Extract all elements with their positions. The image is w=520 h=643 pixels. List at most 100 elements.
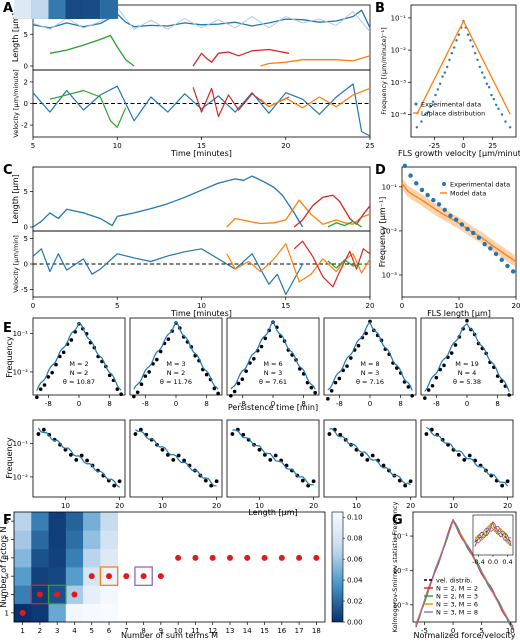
data-point [487, 86, 491, 89]
x-tick-label: 0 [451, 627, 455, 635]
heatmap-cell [14, 567, 32, 586]
force-velocity-axes [412, 511, 517, 623]
data-point [469, 39, 472, 42]
y-tick-label: 10⁻² [13, 368, 29, 376]
data-point [443, 71, 447, 74]
x-tick-label: 14 [243, 627, 252, 635]
data-point [483, 76, 486, 79]
data-point [257, 447, 262, 452]
x-tick-label: 17 [295, 627, 304, 635]
x-axis-label: FLS growth velocity [μm/minute] [398, 149, 520, 158]
theta-value-label: θ = 11.76 [160, 378, 192, 386]
velocity-series-line [293, 240, 371, 288]
x-tick-label: 16 [277, 627, 286, 635]
data-point [85, 458, 90, 463]
y-tick-label: 5 [24, 235, 28, 243]
data-point [252, 357, 256, 361]
legend-label: N = 3, M = 8 [436, 609, 478, 617]
data-point [465, 226, 470, 232]
data-point [448, 58, 451, 61]
theta-value-label: θ = 7.61 [259, 378, 287, 386]
length-frequency-label: Frequency [5, 437, 14, 479]
data-point [497, 107, 500, 110]
panel-label-B: B [375, 1, 385, 16]
velocity-series-line [49, 89, 127, 128]
x-tick-label: 15 [197, 142, 206, 150]
data-point [327, 432, 332, 436]
x-axis-label: Number of sum terms M [121, 631, 218, 640]
data-point [408, 479, 413, 484]
length-axis-label: Length [μm] [248, 508, 297, 517]
heatmap-cell [65, 0, 84, 19]
laplace-line [416, 20, 511, 115]
velocity-series-line [192, 87, 290, 118]
heatmap-cell [65, 530, 84, 549]
legend-label: Laplace distribution [421, 110, 485, 118]
length-series-line [293, 194, 371, 228]
data-point [426, 388, 431, 392]
data-point [158, 349, 163, 354]
x-tick-label: 0 [461, 142, 465, 150]
data-point [38, 387, 43, 392]
data-point [450, 51, 454, 55]
heatmap-cell [65, 512, 84, 531]
data-point [74, 457, 79, 462]
length-series-line [260, 55, 371, 67]
data-point [63, 447, 68, 452]
y-tick-label: 2 [24, 78, 28, 86]
data-point [112, 483, 117, 488]
heatmap-cell [31, 603, 49, 623]
x-tick-label: 5 [115, 302, 119, 310]
data-point [493, 251, 499, 257]
data-point [465, 318, 469, 323]
model-line [401, 182, 517, 263]
velocity-series-line [32, 248, 304, 296]
legend-label: N = 3, M = 6 [436, 601, 478, 609]
data-point [212, 386, 217, 391]
colorbar-tick-label: 0.08 [347, 535, 363, 543]
data-point [349, 356, 353, 360]
x-tick-label: 8 [204, 400, 208, 408]
x-tick-label: -8 [142, 400, 149, 408]
data-point [431, 197, 436, 203]
heatmap-cell [31, 0, 49, 19]
data-point [403, 483, 408, 488]
length-axes [226, 419, 320, 498]
data-point [68, 452, 73, 457]
theta-value-label: θ = 5.38 [453, 378, 481, 386]
m-value-label: M = 8 [360, 360, 379, 368]
data-point [488, 246, 493, 251]
x-tick-label: 5 [90, 627, 94, 635]
length-series-line [192, 48, 290, 67]
x-axis-label: Time [minutes] [170, 149, 232, 158]
data-point [480, 71, 484, 74]
legend-label: vel. distrib. [436, 577, 472, 585]
x-tick-label: 20 [406, 502, 415, 510]
x-tick-label: -8 [45, 400, 52, 408]
data-point [268, 457, 273, 462]
x-tick-label: 15 [281, 302, 290, 310]
y-tick-label: 10⁻² [13, 473, 29, 481]
n-value-label: N = 4 [458, 369, 477, 377]
y-tick-label: 10⁻¹ [13, 440, 29, 448]
data-point [455, 39, 458, 42]
x-tick-label: -8 [239, 400, 246, 408]
heatmap-cell [65, 603, 84, 623]
data-point [442, 363, 446, 368]
data-point [482, 241, 487, 247]
data-point [259, 344, 264, 349]
colorbar-tick-label: 0.10 [347, 514, 363, 522]
panel-label-G: G [392, 513, 403, 528]
y-tick-label: 5 [24, 31, 28, 39]
inset-tick-label: -0.4 [472, 558, 485, 566]
data-point [356, 343, 361, 348]
x-axis-label: Time [minutes] [170, 309, 232, 318]
n-value-label: N = 2 [167, 369, 186, 377]
x-tick-label: 5 [31, 142, 35, 150]
x-tick-label: 10 [158, 502, 167, 510]
x-tick-label: 20 [281, 142, 290, 150]
x-tick-label: 10 [197, 302, 206, 310]
data-point [457, 33, 461, 36]
x-tick-label: 2 [38, 627, 42, 635]
